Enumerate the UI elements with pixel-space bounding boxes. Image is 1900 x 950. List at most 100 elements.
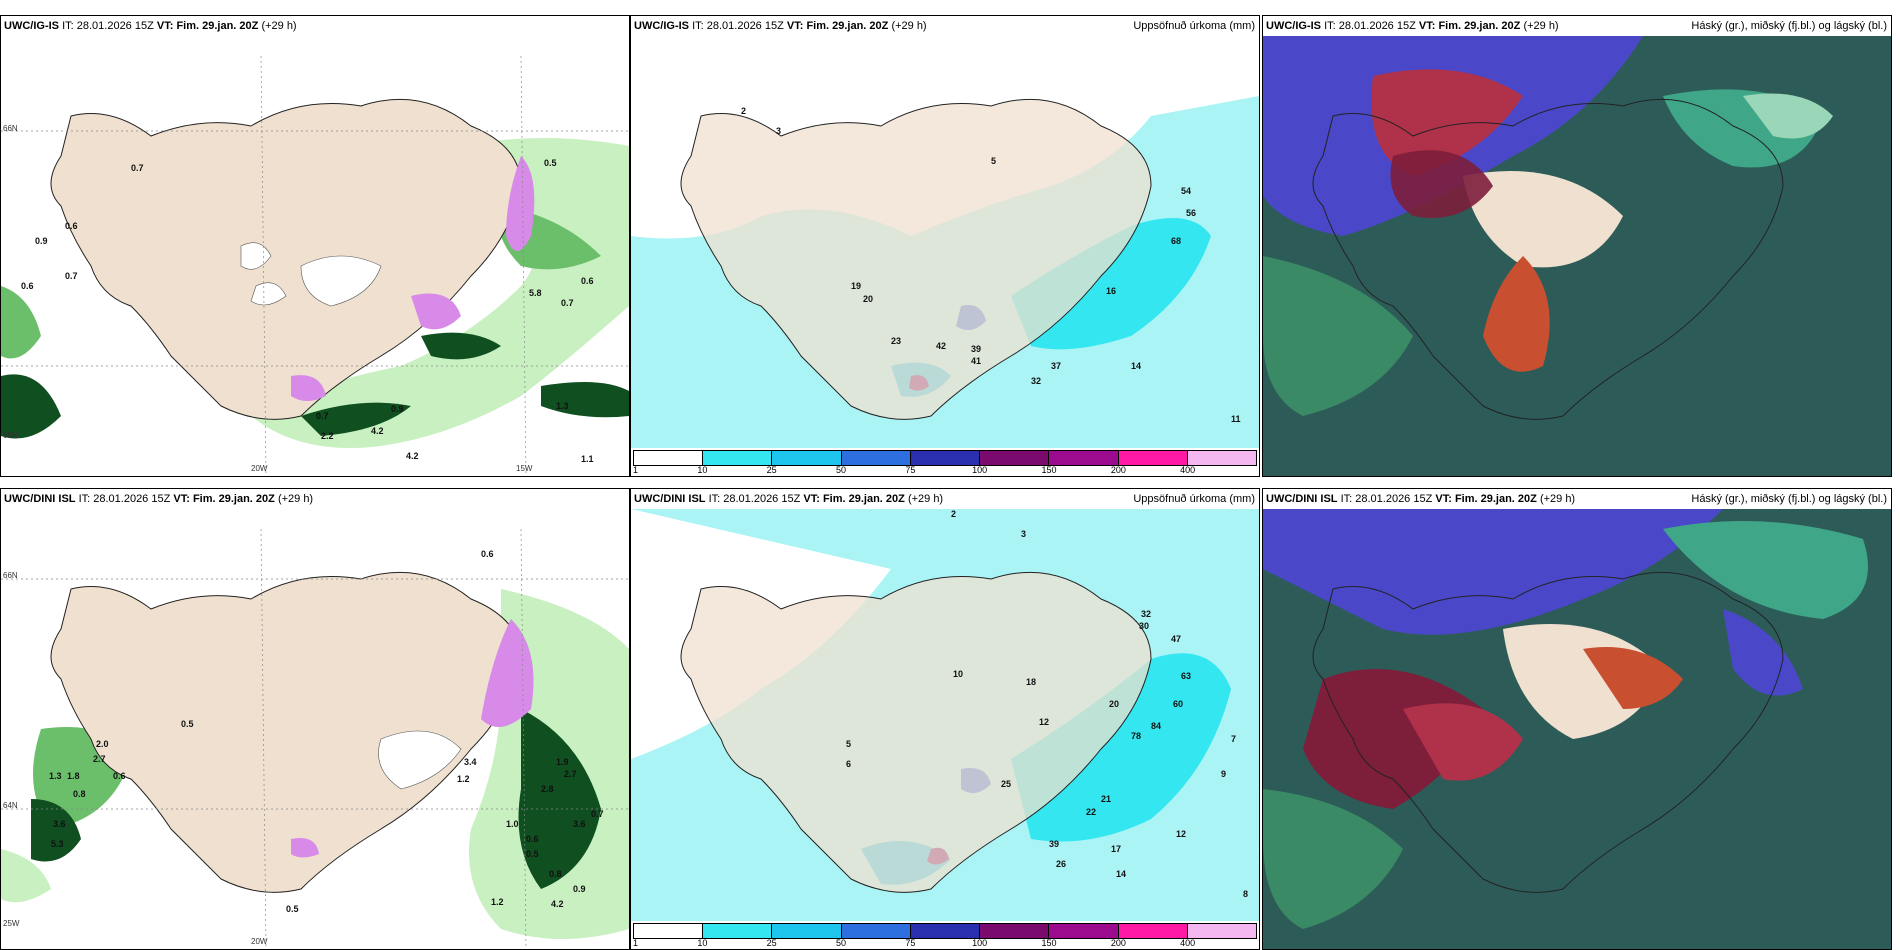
vt-value: Fim. 29.jan. 20Z	[1454, 493, 1537, 505]
model-name: UWC/DINI ISL	[4, 493, 76, 505]
map-cloud	[1263, 36, 1891, 476]
vt-label: VT:	[803, 493, 820, 505]
temp-label: 1.2	[457, 774, 470, 784]
temp-label: 3.6	[53, 819, 66, 829]
vt-label: VT:	[1418, 20, 1436, 32]
temp-label: 5.8	[529, 288, 542, 298]
precip-legend: 1 10 25 50 75 100 150 200 400	[631, 921, 1259, 949]
precip-label: 14	[1131, 361, 1142, 371]
temp-label: 2.7	[93, 754, 106, 764]
temp-label: 2.2	[321, 431, 334, 441]
precip-label: 9	[1221, 769, 1227, 779]
precip-label: 5	[991, 156, 997, 166]
lead-time: (+29 h)	[1539, 493, 1576, 505]
precip-label: 22	[1086, 807, 1097, 817]
vt-value: Fim. 29.jan. 20Z	[192, 493, 275, 505]
precip-label: 39	[1049, 839, 1060, 849]
temp-label: 4.2	[551, 899, 564, 909]
precip-label: 6	[846, 759, 852, 769]
legend-tick-label: 400	[1180, 938, 1196, 948]
lead-time: (+29 h)	[891, 20, 927, 32]
vt-label: VT:	[786, 20, 804, 32]
panel-header: UWC/IG-IS IT: 28.01.2026 15Z VT: Fim. 29…	[631, 16, 1259, 36]
precip-label: 14	[1116, 869, 1127, 879]
precip-label: 78	[1131, 731, 1142, 741]
temp-label: 0.5	[526, 849, 539, 859]
lead-time: (+29 h)	[1523, 20, 1559, 32]
precip-label: 68	[1171, 236, 1182, 246]
precip-label: 39	[971, 344, 982, 354]
lat-label-65: 65N	[3, 431, 18, 440]
vt-value: Fim. 29.jan. 20Z	[176, 20, 259, 32]
vt-value: Fim. 29.jan. 20Z	[822, 493, 905, 505]
temp-label: 2.8	[541, 784, 554, 794]
legend-swatch	[1187, 924, 1256, 938]
legend-swatch	[772, 924, 842, 938]
model-name: UWC/DINI ISL	[634, 493, 706, 505]
panel-dini-precip: UWC/DINI ISL IT: 28.01.2026 15Z VT: Fim.…	[630, 488, 1260, 950]
model-name: UWC/IG-IS	[634, 20, 689, 32]
panel-header: UWC/DINI ISL IT: 28.01.2026 15Z VT: Fim.…	[1, 489, 629, 509]
precip-label: 41	[971, 356, 982, 366]
legend-tick-label: 150	[1041, 465, 1057, 475]
iceland-land	[1312, 571, 1784, 893]
panel-header: UWC/IG-IS IT: 28.01.2026 15Z VT: Fim. 29…	[1, 16, 629, 36]
legend-swatch	[1118, 924, 1188, 938]
precip-label: 2	[741, 106, 747, 116]
legend-tick-label: 10	[697, 465, 708, 475]
legend-swatch	[1187, 451, 1256, 465]
iceland-land	[1312, 98, 1784, 420]
panel-dini-wind-temp: UWC/DINI ISL IT: 28.01.2026 15Z VT: Fim.…	[0, 488, 630, 950]
it-value: 28.01.2026 15Z	[1355, 493, 1433, 505]
it-label: IT:	[1324, 20, 1336, 32]
model-name: UWC/IG-IS	[1266, 20, 1321, 32]
legend-tick-label: 10	[697, 938, 708, 948]
panel-ig-precip: UWC/IG-IS IT: 28.01.2026 15Z VT: Fim. 29…	[630, 15, 1260, 477]
precip-label: 47	[1171, 634, 1182, 644]
vt-label: VT:	[156, 20, 174, 32]
temp-label: 1.2	[491, 897, 504, 907]
legend-swatch	[1049, 451, 1119, 465]
it-value: 28.01.2026 15Z	[1338, 20, 1416, 32]
panel-header: UWC/DINI ISL IT: 28.01.2026 15Z VT: Fim.…	[1263, 489, 1891, 509]
temp-label: 2.0	[96, 739, 109, 749]
temp-label: 0.9	[573, 884, 586, 894]
it-value: 28.01.2026 15Z	[706, 20, 784, 32]
vt-value: Fim. 29.jan. 20Z	[806, 20, 889, 32]
legend-tick-label: 25	[766, 465, 777, 475]
it-label: IT:	[708, 493, 721, 505]
lead-time: (+29 h)	[261, 20, 297, 32]
precip-label: 3	[776, 126, 782, 136]
precip-label: 26	[1056, 859, 1067, 869]
legend-tick-label: 50	[835, 938, 847, 948]
map-wind-temp: 66N 65N 20W 15W 0.7 0.5 0.6 0.9 0.6 0.7 …	[1, 36, 629, 476]
glaciers	[240, 242, 382, 307]
legend-tick-label: 150	[1041, 938, 1057, 948]
precip-label: 63	[1181, 671, 1192, 681]
legend-tick-label: 75	[905, 938, 916, 948]
legend-swatch	[634, 924, 704, 938]
precip-legend: 1 10 25 50 75 100 150 200 400	[631, 448, 1259, 476]
temp-label: 0.7	[65, 271, 78, 281]
temp-label: 0.6	[526, 834, 539, 844]
legend-tick-label: 200	[1110, 938, 1126, 948]
temp-label: 0.5	[181, 719, 194, 729]
temp-label: 0.6	[581, 276, 594, 286]
temp-label: 0.6	[481, 549, 494, 559]
legend-tick-label: 50	[835, 465, 847, 475]
temp-label: 3.4	[464, 757, 477, 767]
field-title: Háský (gr.), miðský (fj.bl.) og lágský (…	[1691, 20, 1887, 32]
lead-time: (+29 h)	[907, 493, 944, 505]
legend-swatch	[980, 451, 1050, 465]
legend-swatch	[703, 924, 773, 938]
legend-swatch	[841, 451, 911, 465]
precip-label: 25	[1001, 779, 1012, 789]
precip-label: 12	[1039, 717, 1050, 727]
precip-label: 32	[1031, 376, 1042, 386]
panel-header: UWC/IG-IS IT: 28.01.2026 15Z VT: Fim. 29…	[1263, 16, 1891, 36]
precip-label: 23	[891, 336, 902, 346]
precip-label: 2	[951, 509, 957, 519]
it-value: 28.01.2026 15Z	[93, 493, 171, 505]
precip-label: 5	[846, 739, 852, 749]
temp-label: 1.3	[49, 771, 62, 781]
